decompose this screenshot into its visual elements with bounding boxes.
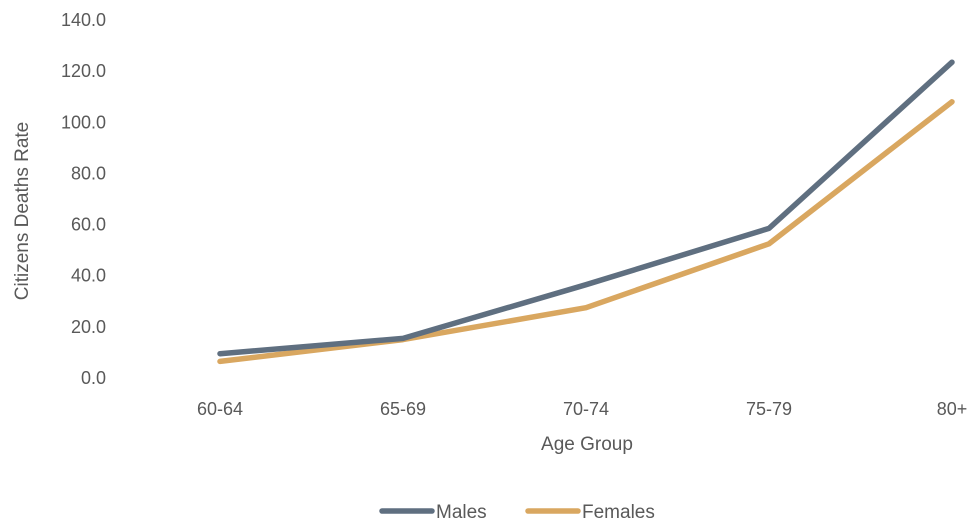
x-tick-label: 70-74 [563,399,609,419]
y-tick-label: 60.0 [71,215,106,235]
y-tick-label: 80.0 [71,163,106,183]
y-tick-label: 20.0 [71,317,106,337]
y-tick-label: 140.0 [61,10,106,30]
x-axis-ticks: 60-64 65-69 70-74 75-79 80+ [197,399,967,419]
x-tick-label: 75-79 [746,399,792,419]
legend: Males Females [382,502,655,521]
legend-label-females: Females [582,502,655,521]
y-tick-label: 40.0 [71,266,106,286]
y-axis-title: Citizens Deaths Rate [12,122,33,300]
x-tick-label: 60-64 [197,399,243,419]
y-tick-label: 100.0 [61,112,106,132]
x-axis-title: Age Group [541,434,633,455]
series-lines [220,62,952,361]
x-tick-label: 65-69 [380,399,426,419]
y-tick-label: 0.0 [81,368,106,388]
legend-label-males: Males [436,502,487,521]
y-axis-ticks: 0.0 20.0 40.0 60.0 80.0 100.0 120.0 140.0 [61,10,106,388]
y-tick-label: 120.0 [61,61,106,81]
x-tick-label: 80+ [937,399,968,419]
series-line-females [220,102,952,362]
